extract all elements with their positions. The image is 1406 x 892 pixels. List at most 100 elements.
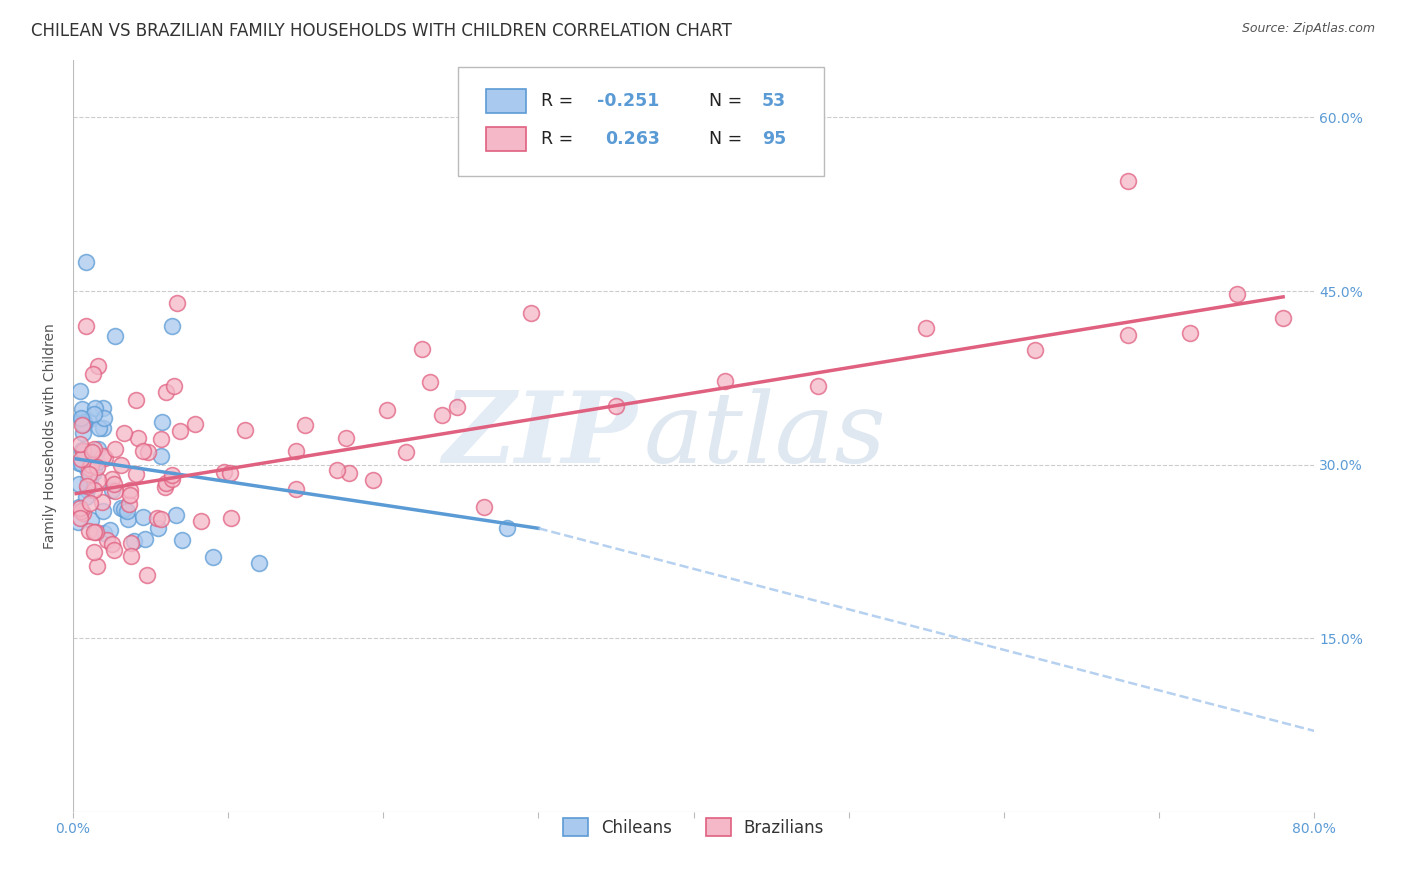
Point: [75, 255, 97, 269]
Point: [361, 474, 384, 488]
Point: [212, 465, 235, 479]
Point: [294, 417, 316, 432]
Point: [70, 417, 93, 432]
Point: [136, 445, 159, 459]
Point: [72, 443, 94, 458]
Point: [77, 524, 100, 539]
Point: [148, 521, 170, 535]
Point: [153, 480, 176, 494]
Point: [335, 431, 357, 445]
Point: [149, 432, 172, 446]
Text: Source: ZipAtlas.com: Source: ZipAtlas.com: [1241, 22, 1375, 36]
Point: [136, 567, 159, 582]
Point: [118, 497, 141, 511]
Point: [155, 476, 177, 491]
Point: [169, 424, 191, 438]
Point: [73, 415, 96, 429]
Point: [132, 443, 155, 458]
Point: [201, 550, 224, 565]
Point: [80, 458, 103, 473]
Point: [98, 523, 121, 537]
Point: [96, 533, 118, 547]
Point: [1226, 287, 1249, 301]
Point: [190, 514, 212, 528]
Point: [70, 402, 93, 417]
Point: [72, 412, 94, 426]
Point: [83, 465, 105, 479]
Point: [103, 484, 125, 499]
Point: [77, 413, 100, 427]
Point: [67, 515, 90, 529]
Point: [75, 491, 97, 505]
Point: [77, 460, 100, 475]
Point: [122, 534, 145, 549]
Point: [120, 483, 142, 497]
Point: [124, 393, 146, 408]
Point: [170, 533, 193, 547]
FancyBboxPatch shape: [458, 67, 824, 177]
Point: [76, 479, 98, 493]
Text: atlas: atlas: [644, 388, 887, 483]
Point: [76, 462, 98, 476]
Point: [120, 536, 142, 550]
Point: [87, 421, 110, 435]
Point: [72, 444, 94, 458]
Point: [807, 379, 830, 393]
Point: [79, 474, 101, 488]
Point: [82, 367, 104, 381]
Point: [419, 375, 441, 389]
Point: [87, 442, 110, 456]
Point: [93, 526, 115, 541]
Point: [713, 374, 735, 388]
Point: [101, 472, 124, 486]
Point: [430, 408, 453, 422]
Point: [72, 412, 94, 426]
Point: [69, 511, 91, 525]
Point: [150, 512, 173, 526]
Point: [120, 549, 142, 564]
Point: [69, 456, 91, 470]
Point: [91, 401, 114, 416]
Point: [149, 450, 172, 464]
Point: [411, 343, 433, 357]
Point: [284, 482, 307, 496]
Point: [605, 399, 627, 413]
Point: [104, 442, 127, 457]
Point: [146, 511, 169, 525]
Point: [80, 444, 103, 458]
Point: [337, 466, 360, 480]
Point: [83, 401, 105, 415]
Point: [162, 467, 184, 482]
Text: R =: R =: [541, 129, 579, 147]
Point: [160, 318, 183, 333]
Point: [117, 504, 139, 518]
Point: [1116, 174, 1139, 188]
Point: [72, 426, 94, 441]
Point: [93, 411, 115, 425]
Y-axis label: Family Households with Children: Family Households with Children: [44, 323, 58, 549]
Point: [67, 500, 90, 514]
Legend: Chileans, Brazilians: Chileans, Brazilians: [554, 810, 832, 845]
Point: [86, 454, 108, 468]
Point: [219, 466, 242, 480]
Point: [446, 400, 468, 414]
Point: [1116, 327, 1139, 342]
Point: [83, 442, 105, 457]
Point: [247, 556, 270, 570]
Point: [69, 436, 91, 450]
Point: [101, 537, 124, 551]
Point: [75, 318, 97, 333]
Point: [117, 512, 139, 526]
Point: [90, 495, 112, 509]
Point: [86, 558, 108, 573]
Point: [72, 417, 94, 431]
Point: [326, 463, 349, 477]
Point: [83, 407, 105, 421]
Point: [183, 417, 205, 431]
Point: [120, 488, 142, 502]
Point: [103, 329, 125, 343]
Point: [124, 467, 146, 481]
Point: [69, 452, 91, 467]
Point: [83, 524, 105, 539]
Point: [79, 496, 101, 510]
